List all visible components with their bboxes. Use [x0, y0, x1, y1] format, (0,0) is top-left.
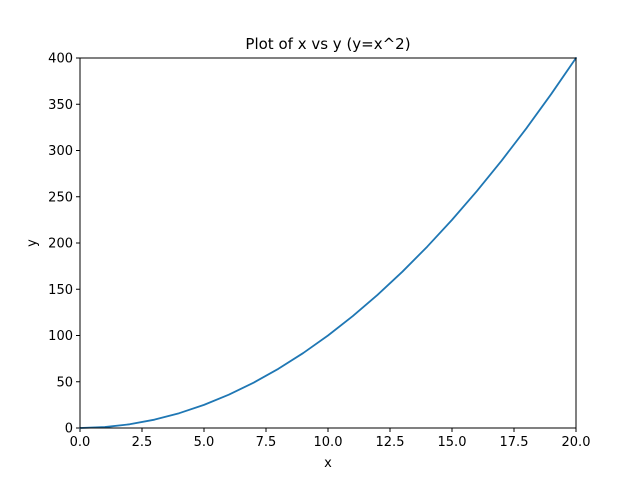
plot-frame	[79, 57, 577, 429]
x-tick-label: 5.0	[194, 435, 215, 450]
y-tick-label: 50	[56, 375, 73, 390]
y-tick-label: 0	[65, 422, 73, 437]
y-tick-label: 300	[48, 144, 73, 159]
series-layer	[79, 57, 577, 429]
x-tick-label: 12.5	[376, 435, 405, 450]
x-tick-label: 17.5	[500, 435, 529, 450]
y-tick-label: 100	[48, 329, 73, 344]
x-tick-label: 15.0	[438, 435, 467, 450]
chart-title: Plot of x vs y (y=x^2)	[245, 35, 410, 53]
y-tick-label: 150	[48, 283, 73, 298]
x-axis-ticks: 0.0 2.5 5.0 7.5 10.0 12.5 15.0 17.5 20.0	[70, 428, 591, 450]
x-tick-label: 0.0	[70, 435, 91, 450]
y-tick-label: 350	[48, 98, 73, 113]
x-tick-label: 20.0	[562, 435, 591, 450]
y-axis-ticks: 0 50 100 150 200 250 300 350 400	[48, 52, 80, 437]
y-tick-label: 250	[48, 190, 73, 205]
x-axis-label: x	[324, 456, 332, 471]
y-tick-label: 200	[48, 237, 73, 252]
x-tick-label: 7.5	[256, 435, 277, 450]
x-tick-label: 2.5	[132, 435, 153, 450]
x-tick-label: 10.0	[314, 435, 343, 450]
series-line	[79, 57, 577, 429]
y-tick-label: 400	[48, 52, 73, 67]
y-axis-label: y	[25, 239, 40, 247]
